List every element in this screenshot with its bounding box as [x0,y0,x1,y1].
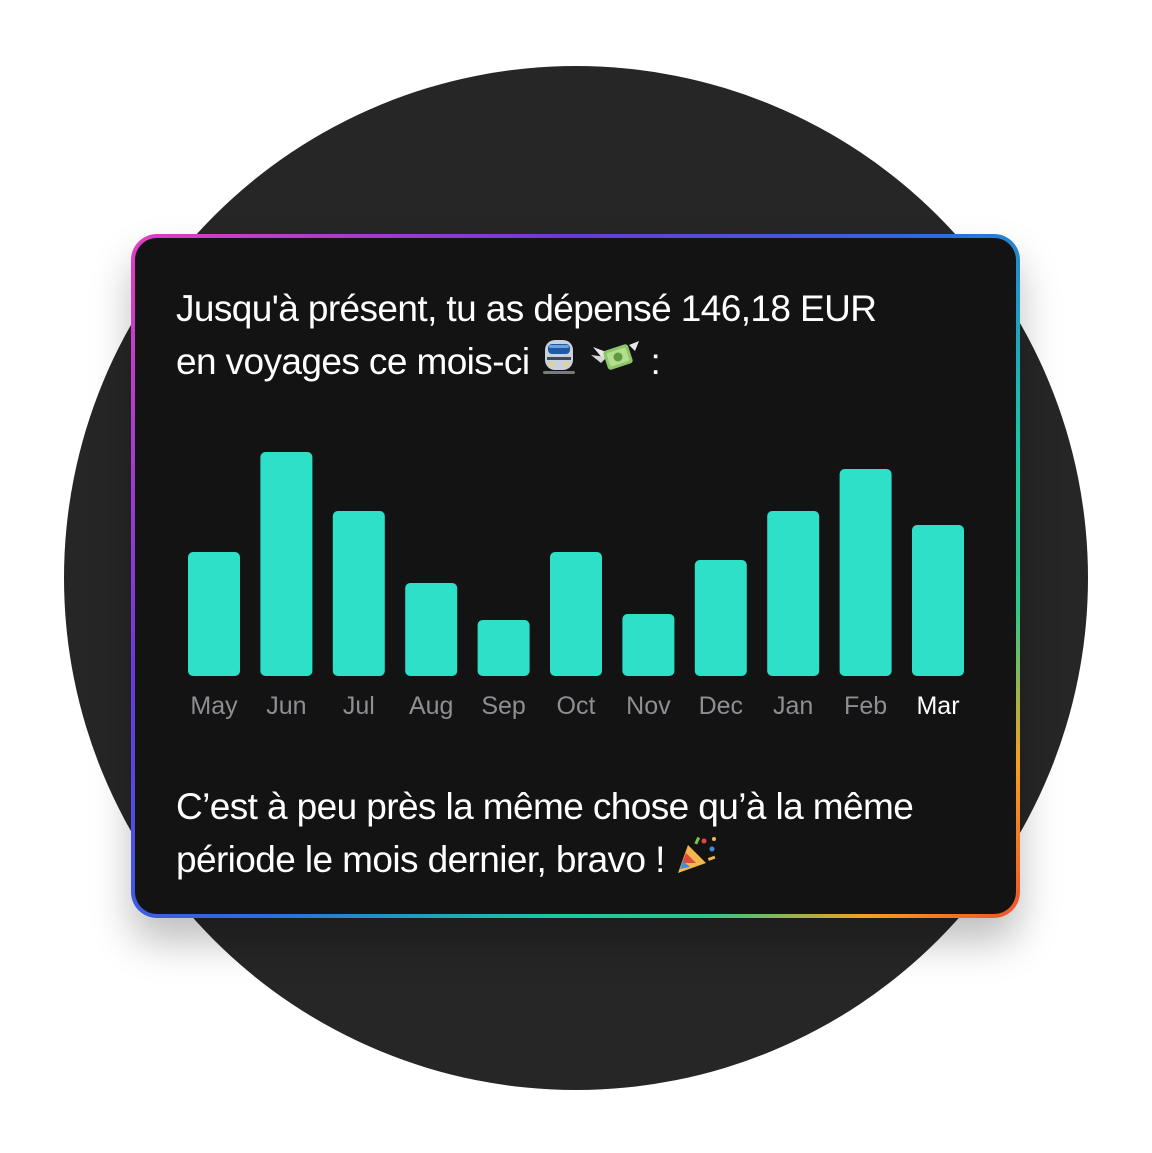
tick-label-nov: Nov [626,692,671,720]
comparison-message-line2: période le mois dernier, bravo ! [176,839,665,880]
comparison-message-line1: C’est à peu près la même chose qu’à la m… [176,786,914,827]
bar-may [188,552,240,676]
money-with-wings-icon [589,337,641,391]
bar-feb [839,469,892,676]
bar-sep [477,620,530,676]
bar-nov [622,614,675,676]
tick-label-feb: Feb [844,692,887,720]
tick-label-jul: Jul [343,692,375,720]
tick-label-mar: Mar [916,692,959,720]
bar-mar [912,525,964,676]
tick-label-dec: Dec [699,692,743,720]
tick-label-may: May [190,692,238,720]
tick-label-sep: Sep [481,692,525,720]
monthly-spending-chart: May Jun Jul Aug Sep Oct Nov Dec Jan Feb Mar [188,452,964,720]
party-popper-icon [674,833,718,891]
tick-label-oct: Oct [557,692,596,720]
spending-message-colon: : [650,341,661,382]
train-front-icon [539,337,579,391]
bar-aug [405,583,458,676]
tick-label-jan: Jan [773,692,813,720]
spending-message-line1: Jusqu'à présent, tu as dépensé 146,18 EU… [176,288,877,329]
tick-label-jun: Jun [266,692,306,720]
bar-jun [260,452,313,676]
bar-jul [332,511,385,676]
bar-dec [694,560,747,676]
tick-label-aug: Aug [409,692,453,720]
comparison-message: C’est à peu près la même chose qu’à la m… [176,780,996,891]
insight-card-frame: Jusqu'à présent, tu as dépensé 146,18 EU… [131,234,1020,918]
bar-oct [550,552,602,676]
spending-message: Jusqu'à présent, tu as dépensé 146,18 EU… [176,282,996,391]
insight-card: Jusqu'à présent, tu as dépensé 146,18 EU… [135,238,1016,914]
spending-message-line2: en voyages ce mois-ci [176,341,530,382]
bar-jan [767,511,820,676]
